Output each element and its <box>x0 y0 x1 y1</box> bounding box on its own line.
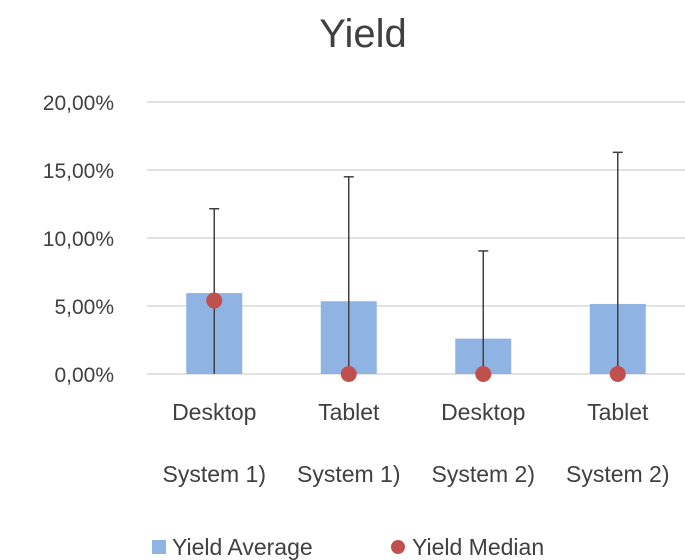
category-label-line2: System 1) <box>297 461 401 487</box>
median-point <box>340 366 357 382</box>
legend-label-yield-average: Yield Average <box>172 534 313 560</box>
category-label-line2: System 2) <box>431 461 535 487</box>
legend: Yield Average Yield Median <box>152 534 544 560</box>
legend-swatch-yield-average <box>152 540 166 554</box>
category-label-line1: Tablet <box>318 399 380 425</box>
y-axis-tick-labels: 0,00% 5,00% 10,00% 15,00% 20,00% <box>43 92 114 387</box>
y-tick-label: 10,00% <box>43 228 114 251</box>
legend-label-yield-median: Yield Median <box>412 534 544 560</box>
y-tick-label: 0,00% <box>54 364 114 387</box>
category-label-line1: Desktop <box>441 399 525 425</box>
y-tick-label: 15,00% <box>43 160 114 183</box>
category-label-line1: Tablet <box>587 399 649 425</box>
y-tick-label: 5,00% <box>54 296 114 319</box>
median-point <box>475 366 492 382</box>
chart-title: Yield <box>319 12 406 56</box>
error-bars <box>209 151 623 374</box>
median-point <box>609 366 626 382</box>
y-tick-label: 20,00% <box>43 92 114 115</box>
legend-marker-yield-median <box>391 540 405 554</box>
category-label-line2: System 1) <box>162 461 266 487</box>
category-labels: Desktop System 1) Tablet System 1) Desktop Sy… <box>162 399 669 487</box>
category-label-line2: System 2) <box>566 461 670 487</box>
bar-series <box>186 293 646 374</box>
category-label-line1: Desktop <box>172 399 256 425</box>
median-points <box>206 292 626 382</box>
median-point <box>206 292 223 309</box>
